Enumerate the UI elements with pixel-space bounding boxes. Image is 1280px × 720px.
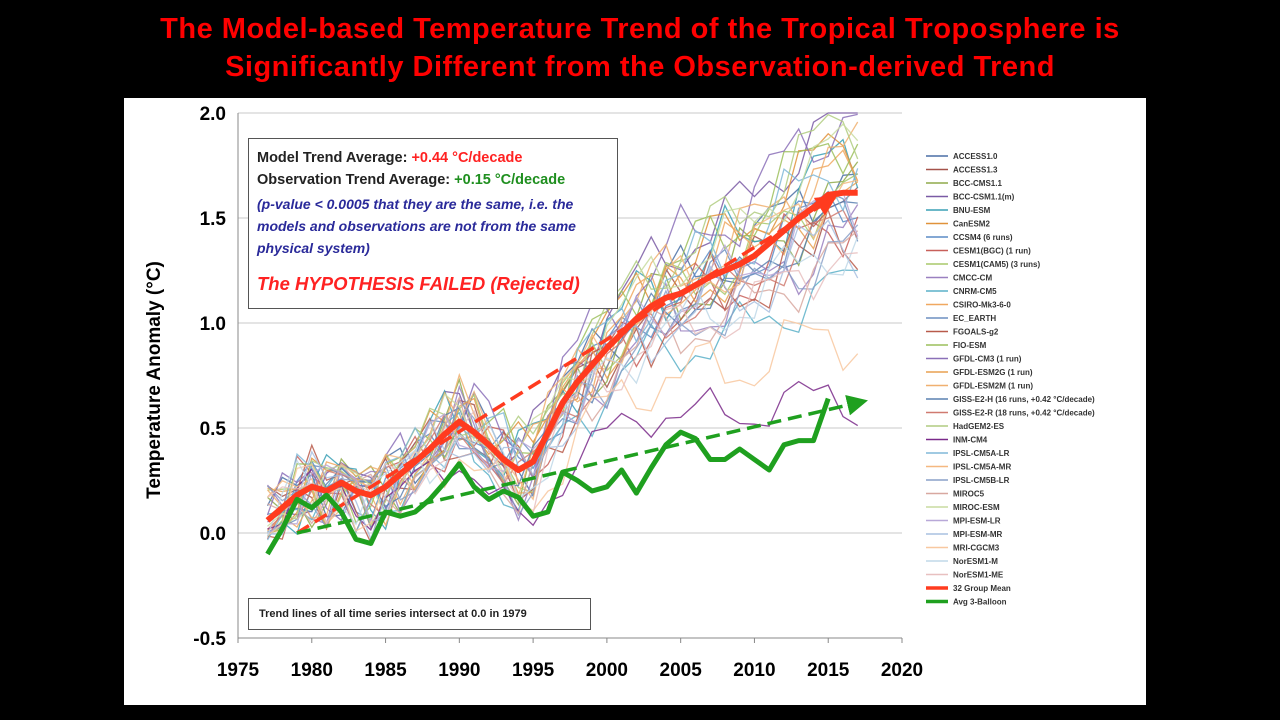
y-tick-label: 1.5 (200, 209, 227, 230)
highlight-series-group (265, 189, 858, 556)
model-series-line (267, 319, 859, 537)
model-series-line (267, 179, 858, 526)
legend-label: CESM1(CAM5) (3 runs) (953, 260, 1040, 269)
legend-label: CSIRO-Mk3-6-0 (953, 301, 1011, 310)
legend-label: IPSL-CM5B-LR (953, 476, 1010, 485)
legend-label: GFDL-ESM2M (1 run) (953, 382, 1033, 391)
x-tick-label: 2000 (586, 660, 628, 681)
hypothesis-verdict: The HYPOTHESIS FAILED (Rejected) (257, 273, 580, 294)
slide-title-line-2: Significantly Different from the Observa… (225, 51, 1055, 83)
model-series-line (267, 112, 858, 523)
legend-label: 32 Group Mean (953, 584, 1011, 593)
legend-label: IPSL-CM5A-MR (953, 463, 1011, 472)
legend-label: Avg 3-Balloon (953, 598, 1007, 607)
model-series-line (267, 123, 859, 527)
legend-label: CNRM-CM5 (953, 287, 997, 296)
trend-summary-box: Model Trend Average: +0.44 °C/decade Obs… (248, 138, 618, 309)
y-tick-label: 0.5 (200, 419, 227, 440)
x-tick-label: 1995 (512, 660, 555, 681)
model-trend-label: Model Trend Average: (257, 150, 412, 166)
x-tick-label: 1985 (364, 660, 407, 681)
slide-title: The Model-based Temperature Trend of the… (0, 10, 1280, 86)
legend-label: NorESM1-ME (953, 571, 1004, 580)
legend-label: MRI-CGCM3 (953, 544, 1000, 553)
group-mean-series-line (265, 189, 858, 523)
legend: ACCESS1.0 ACCESS1.3 BCC-CMS1.1 BCC-CSM1.1(m… (926, 152, 1095, 607)
y-tick-label: 1.0 (200, 314, 226, 335)
legend-label: FGOALS-g2 (953, 328, 999, 337)
legend-label: BNU-ESM (953, 206, 991, 215)
legend-label: GISS-E2-R (18 runs, +0.42 °C/decade) (953, 409, 1095, 418)
legend-label: CCSM4 (6 runs) (953, 233, 1013, 242)
legend-label: NorESM1-M (953, 557, 998, 566)
model-trend-value: +0.44 °C/decade (411, 150, 523, 166)
x-tick-label: 2005 (660, 660, 703, 681)
legend-label: BCC-CSM1.1(m) (953, 193, 1015, 202)
p-value-note: (p-value < 0.0005 that they are the same… (257, 196, 576, 256)
legend-label: CanESM2 (953, 220, 990, 229)
legend-label: HadGEM2-ES (953, 422, 1005, 431)
x-tick-label: 2020 (881, 660, 923, 681)
legend-label: ACCESS1.0 (953, 152, 998, 161)
y-axis-label: Temperature Anomaly (°C) (144, 261, 165, 499)
x-tick-label: 2010 (733, 660, 775, 681)
legend-label: MPI-ESM-MR (953, 530, 1003, 539)
observation-trend-label: Observation Trend Average: (257, 172, 455, 188)
legend-label: GISS-E2-H (16 runs, +0.42 °C/decade) (953, 395, 1095, 404)
legend-label: CMCC-CM (953, 274, 992, 283)
model-series-line (267, 191, 859, 535)
axes: -0.5 0.0 0.5 1.0 1.5 2.0 1975 1980 1985 1990 1995 2… (193, 104, 923, 681)
x-tick-label: 2015 (807, 660, 850, 681)
y-tick-label: 0.0 (200, 524, 226, 545)
legend-label: CESM1(BGC) (1 run) (953, 247, 1031, 256)
model-series-line (266, 236, 859, 537)
y-tick-label: -0.5 (193, 629, 226, 650)
legend-label: FIO-ESM (953, 341, 987, 350)
legend-label: MPI-ESM-LR (953, 517, 1001, 526)
y-tick-label: 2.0 (200, 104, 226, 125)
legend-label: MIROC-ESM (953, 503, 1000, 512)
trend-intersection-note: Trend lines of all time series intersect… (248, 598, 591, 630)
model-series-group (266, 112, 859, 545)
legend-label: GFDL-ESM2G (1 run) (953, 368, 1033, 377)
observation-trend-value: +0.15 °C/decade (454, 172, 566, 188)
legend-label: BCC-CMS1.1 (953, 179, 1002, 188)
legend-label: GFDL-CM3 (1 run) (953, 355, 1022, 364)
legend-label: IPSL-CM5A-LR (953, 449, 1010, 458)
x-tick-label: 1975 (217, 660, 260, 681)
legend-label: INM-CM4 (953, 436, 988, 445)
x-tick-label: 1980 (291, 660, 333, 681)
legend-label: MIROC5 (953, 490, 985, 499)
observation-trend-line: Observation Trend Average: +0.15 °C/deca… (257, 169, 609, 191)
legend-label: ACCESS1.3 (953, 166, 998, 175)
x-tick-label: 1990 (438, 660, 480, 681)
slide-title-line-1: The Model-based Temperature Trend of the… (160, 13, 1120, 45)
chart-panel: -0.5 0.0 0.5 1.0 1.5 2.0 1975 1980 1985 1990 1995 2… (124, 98, 1146, 705)
model-trend-line: Model Trend Average: +0.44 °C/decade (257, 147, 609, 169)
legend-label: EC_EARTH (953, 314, 996, 323)
line-chart: -0.5 0.0 0.5 1.0 1.5 2.0 1975 1980 1985 1990 1995 2… (144, 104, 1095, 681)
balloon-series-line (265, 397, 831, 556)
